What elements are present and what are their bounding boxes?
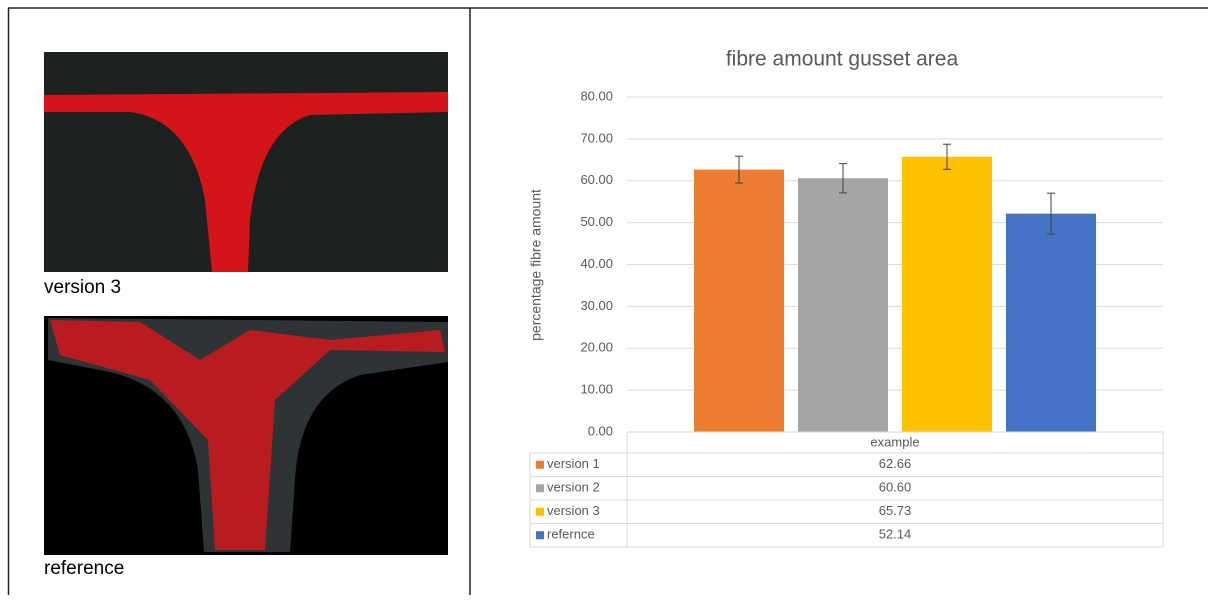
legend-label: version 1: [547, 456, 600, 471]
y-tick-label: 0.00: [588, 423, 613, 438]
data-label: 62.66: [879, 456, 912, 471]
image-fibre: [50, 320, 445, 550]
legend-key: [536, 531, 544, 540]
y-tick-label: 50.00: [580, 214, 613, 229]
image-version-3: [44, 52, 448, 272]
y-tick-label: 70.00: [580, 130, 613, 145]
y-tick-label: 20.00: [580, 340, 613, 355]
legend-key: [536, 484, 544, 493]
y-tick-label: 80.00: [580, 88, 613, 103]
image-caption: version 3: [44, 277, 121, 298]
image-fibre: [44, 92, 448, 272]
y-axis-label: percentage fibre amount: [528, 189, 544, 341]
legend-label: refernce: [547, 527, 595, 542]
table-header: example: [870, 434, 919, 449]
data-label: 65.73: [879, 503, 912, 518]
data-label: 60.60: [879, 480, 912, 495]
data-label: 52.14: [879, 527, 912, 542]
image-reference: [44, 316, 448, 555]
bar: [798, 178, 888, 432]
image-caption: reference: [44, 558, 124, 579]
bar: [694, 169, 784, 432]
legend-label: version 3: [547, 503, 600, 518]
y-tick-label: 30.00: [580, 298, 613, 313]
y-tick-label: 40.00: [580, 256, 613, 271]
bar: [1006, 213, 1096, 432]
bar: [902, 156, 992, 433]
y-tick-label: 10.00: [580, 382, 613, 397]
y-tick-label: 60.00: [580, 172, 613, 187]
legend-key: [536, 507, 544, 516]
legend-key: [536, 460, 544, 469]
chart-title: fibre amount gusset area: [726, 48, 959, 71]
legend-label: version 2: [547, 480, 600, 495]
